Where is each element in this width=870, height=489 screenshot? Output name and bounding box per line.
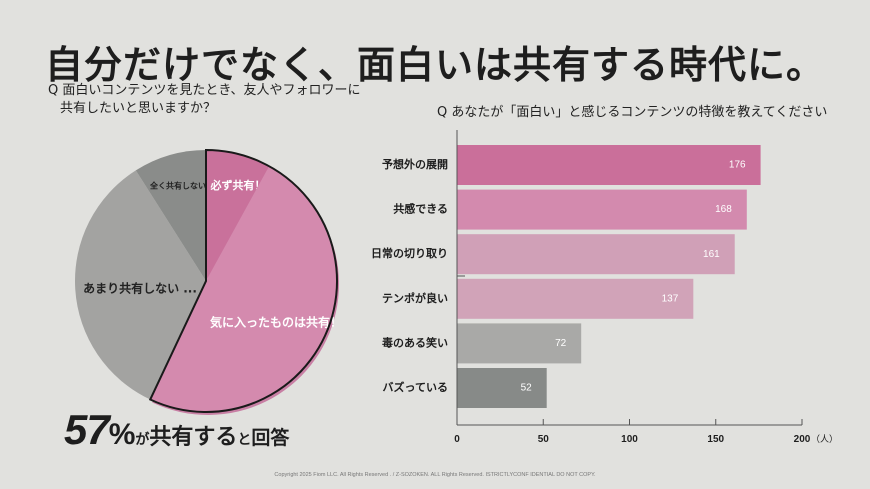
pie-question-line2: 共有したいと思いますか？ [60, 101, 217, 116]
bar-value-label: 72 [555, 338, 567, 349]
bar-value-label: 161 [703, 249, 720, 260]
x-tick-label: 0 [454, 434, 460, 445]
bar-value-label: 137 [662, 293, 679, 304]
x-tick-label: 200 [794, 434, 811, 445]
summary-text-answer: 回答 [251, 427, 290, 449]
bar-category-label: 予想外の展開 [382, 157, 448, 171]
bar [457, 278, 694, 319]
summary-number: 57 [64, 406, 110, 453]
x-tick-label: 50 [538, 434, 550, 445]
bar [457, 234, 735, 275]
bar-category-label: 共感できる [393, 202, 448, 216]
bar-category-label: 日常の切り取り [371, 246, 448, 260]
bar [457, 323, 582, 364]
pie-slice [75, 170, 206, 400]
pie-question-line1: Q 面白いコンテンツを見たとき、友人やフォロワーに [48, 83, 361, 98]
summary-text-to: と [237, 432, 252, 448]
bar-category-label: バズっている [383, 380, 448, 394]
pie-slice-label: 必ず共有！ [210, 178, 266, 192]
bar-question: Q あなたが「面白い」と感じるコンテンツの特徴を教えてください [437, 105, 828, 120]
pie-highlight-outline [148, 148, 338, 413]
bar [457, 368, 547, 408]
pie-slice-label: 気に入ったものは共有！ [210, 315, 342, 330]
bar-value-label: 168 [715, 204, 732, 215]
pie-slice [150, 166, 338, 413]
bar-category-label: テンポが良い [382, 291, 448, 305]
pie-slice-label: 全く共有しない [149, 181, 206, 191]
summary-percent-sign: % [108, 418, 136, 451]
summary-statement: 57%が共有すると回答 [64, 406, 289, 454]
pie-question: Q 面白いコンテンツを見たとき、友人やフォロワーに 共有したいと思いますか？ [48, 82, 360, 118]
bar-value-label: 52 [521, 383, 533, 394]
page-title: 自分だけでなく、面白いは共有する時代に。 [44, 43, 825, 87]
x-axis-unit-label: （人） [811, 434, 838, 445]
bar-category-label: 毒のある笑い [382, 335, 448, 349]
pie-slice [135, 150, 206, 281]
bar-value-label: 176 [729, 160, 746, 171]
x-tick-label: 150 [707, 434, 724, 445]
pie-slice-label: あまり共有しない ... [83, 281, 197, 296]
bar [457, 145, 761, 185]
x-tick-label: 100 [621, 434, 638, 445]
summary-text-ga: が [135, 432, 150, 448]
pie-slice [206, 150, 270, 281]
bar [457, 189, 747, 230]
summary-text-share: 共有する [149, 425, 238, 450]
copyright: Copyright 2025 Fiom LLC. All Rights Rese… [274, 472, 596, 478]
